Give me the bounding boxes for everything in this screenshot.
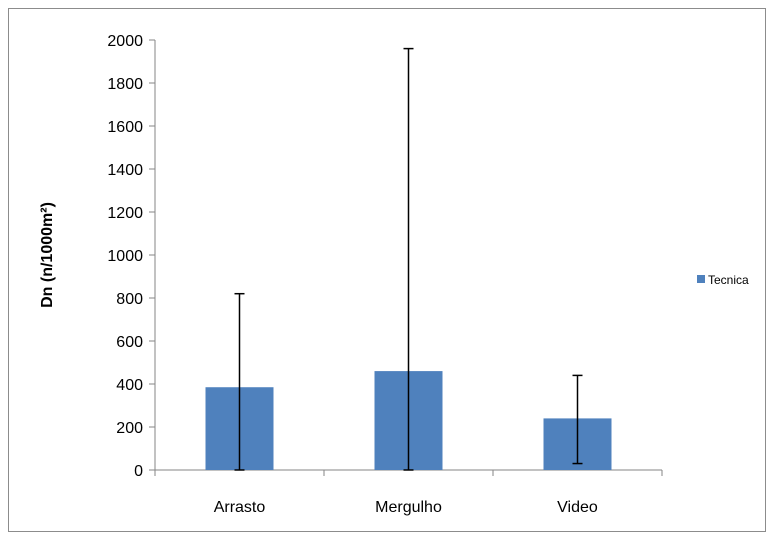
y-axis-title: Dn (n/1000m²) (39, 202, 56, 308)
x-tick-label: Arrasto (214, 499, 266, 516)
x-tick-label: Video (557, 499, 598, 516)
y-tick-label: 1400 (107, 162, 143, 179)
legend: Tecnica (697, 273, 749, 287)
y-tick-label: 0 (134, 463, 143, 480)
legend-swatch (697, 275, 705, 283)
y-tick-label: 1800 (107, 76, 143, 93)
y-tick-label: 1600 (107, 119, 143, 136)
x-axis: Arrasto Mergulho Video (154, 469, 663, 516)
chart-frame (8, 8, 766, 532)
x-tick-label: Mergulho (375, 499, 442, 516)
y-tick-label: 2000 (107, 33, 143, 50)
y-tick-label: 600 (116, 334, 143, 351)
y-tick-label: 200 (116, 420, 143, 437)
y-tick-label: 1000 (107, 248, 143, 265)
y-tick-label: 800 (116, 291, 143, 308)
legend-label: Tecnica (708, 273, 749, 287)
y-axis: 0 200 400 600 800 1000 1200 1400 1600 1800 2000 (107, 33, 156, 480)
y-tick-label: 1200 (107, 205, 143, 222)
y-tick-label: 400 (116, 377, 143, 394)
error-bars (234, 47, 583, 471)
